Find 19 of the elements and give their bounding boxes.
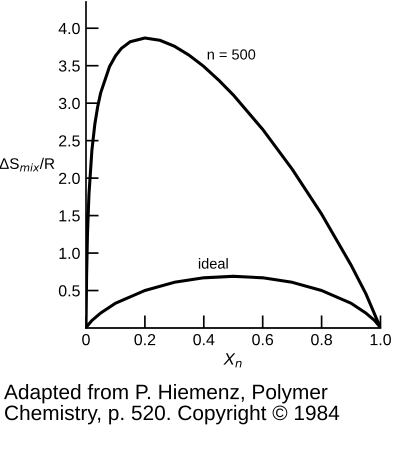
y-axis-title: ΔS$_{mix}$/R (0, 158, 54, 172)
x-axis-title: X$_{n}$ (223, 353, 242, 368)
y-tick-label: 1.0 (59, 248, 80, 259)
y-tick-label: 3.5 (58, 60, 80, 72)
y-tick-label: 2.0 (59, 172, 80, 184)
x-tick-label: 0.4 (193, 334, 214, 346)
x-tick-label: 0 (82, 334, 90, 346)
y-tick-label: 0.5 (58, 285, 80, 296)
annotation: n = 500 (208, 49, 256, 60)
y-tick-label: 3.0 (58, 98, 80, 110)
x-tick-label: 0.6 (252, 334, 274, 346)
y-tick-label: 1.5 (59, 210, 80, 222)
y-tick-label: 4.0 (58, 22, 80, 34)
x-tick-label: 0.2 (134, 334, 156, 346)
annotation: ideal (198, 258, 228, 269)
text: Adapted from P. Hiemenz, Polymer Chemistry, p. 520. Copyright © 1984 (4, 384, 340, 424)
y-tick-label: 2.5 (59, 135, 80, 147)
x-tick-label: 1.0 (370, 334, 391, 346)
x-tick-label: 0.8 (311, 334, 332, 346)
